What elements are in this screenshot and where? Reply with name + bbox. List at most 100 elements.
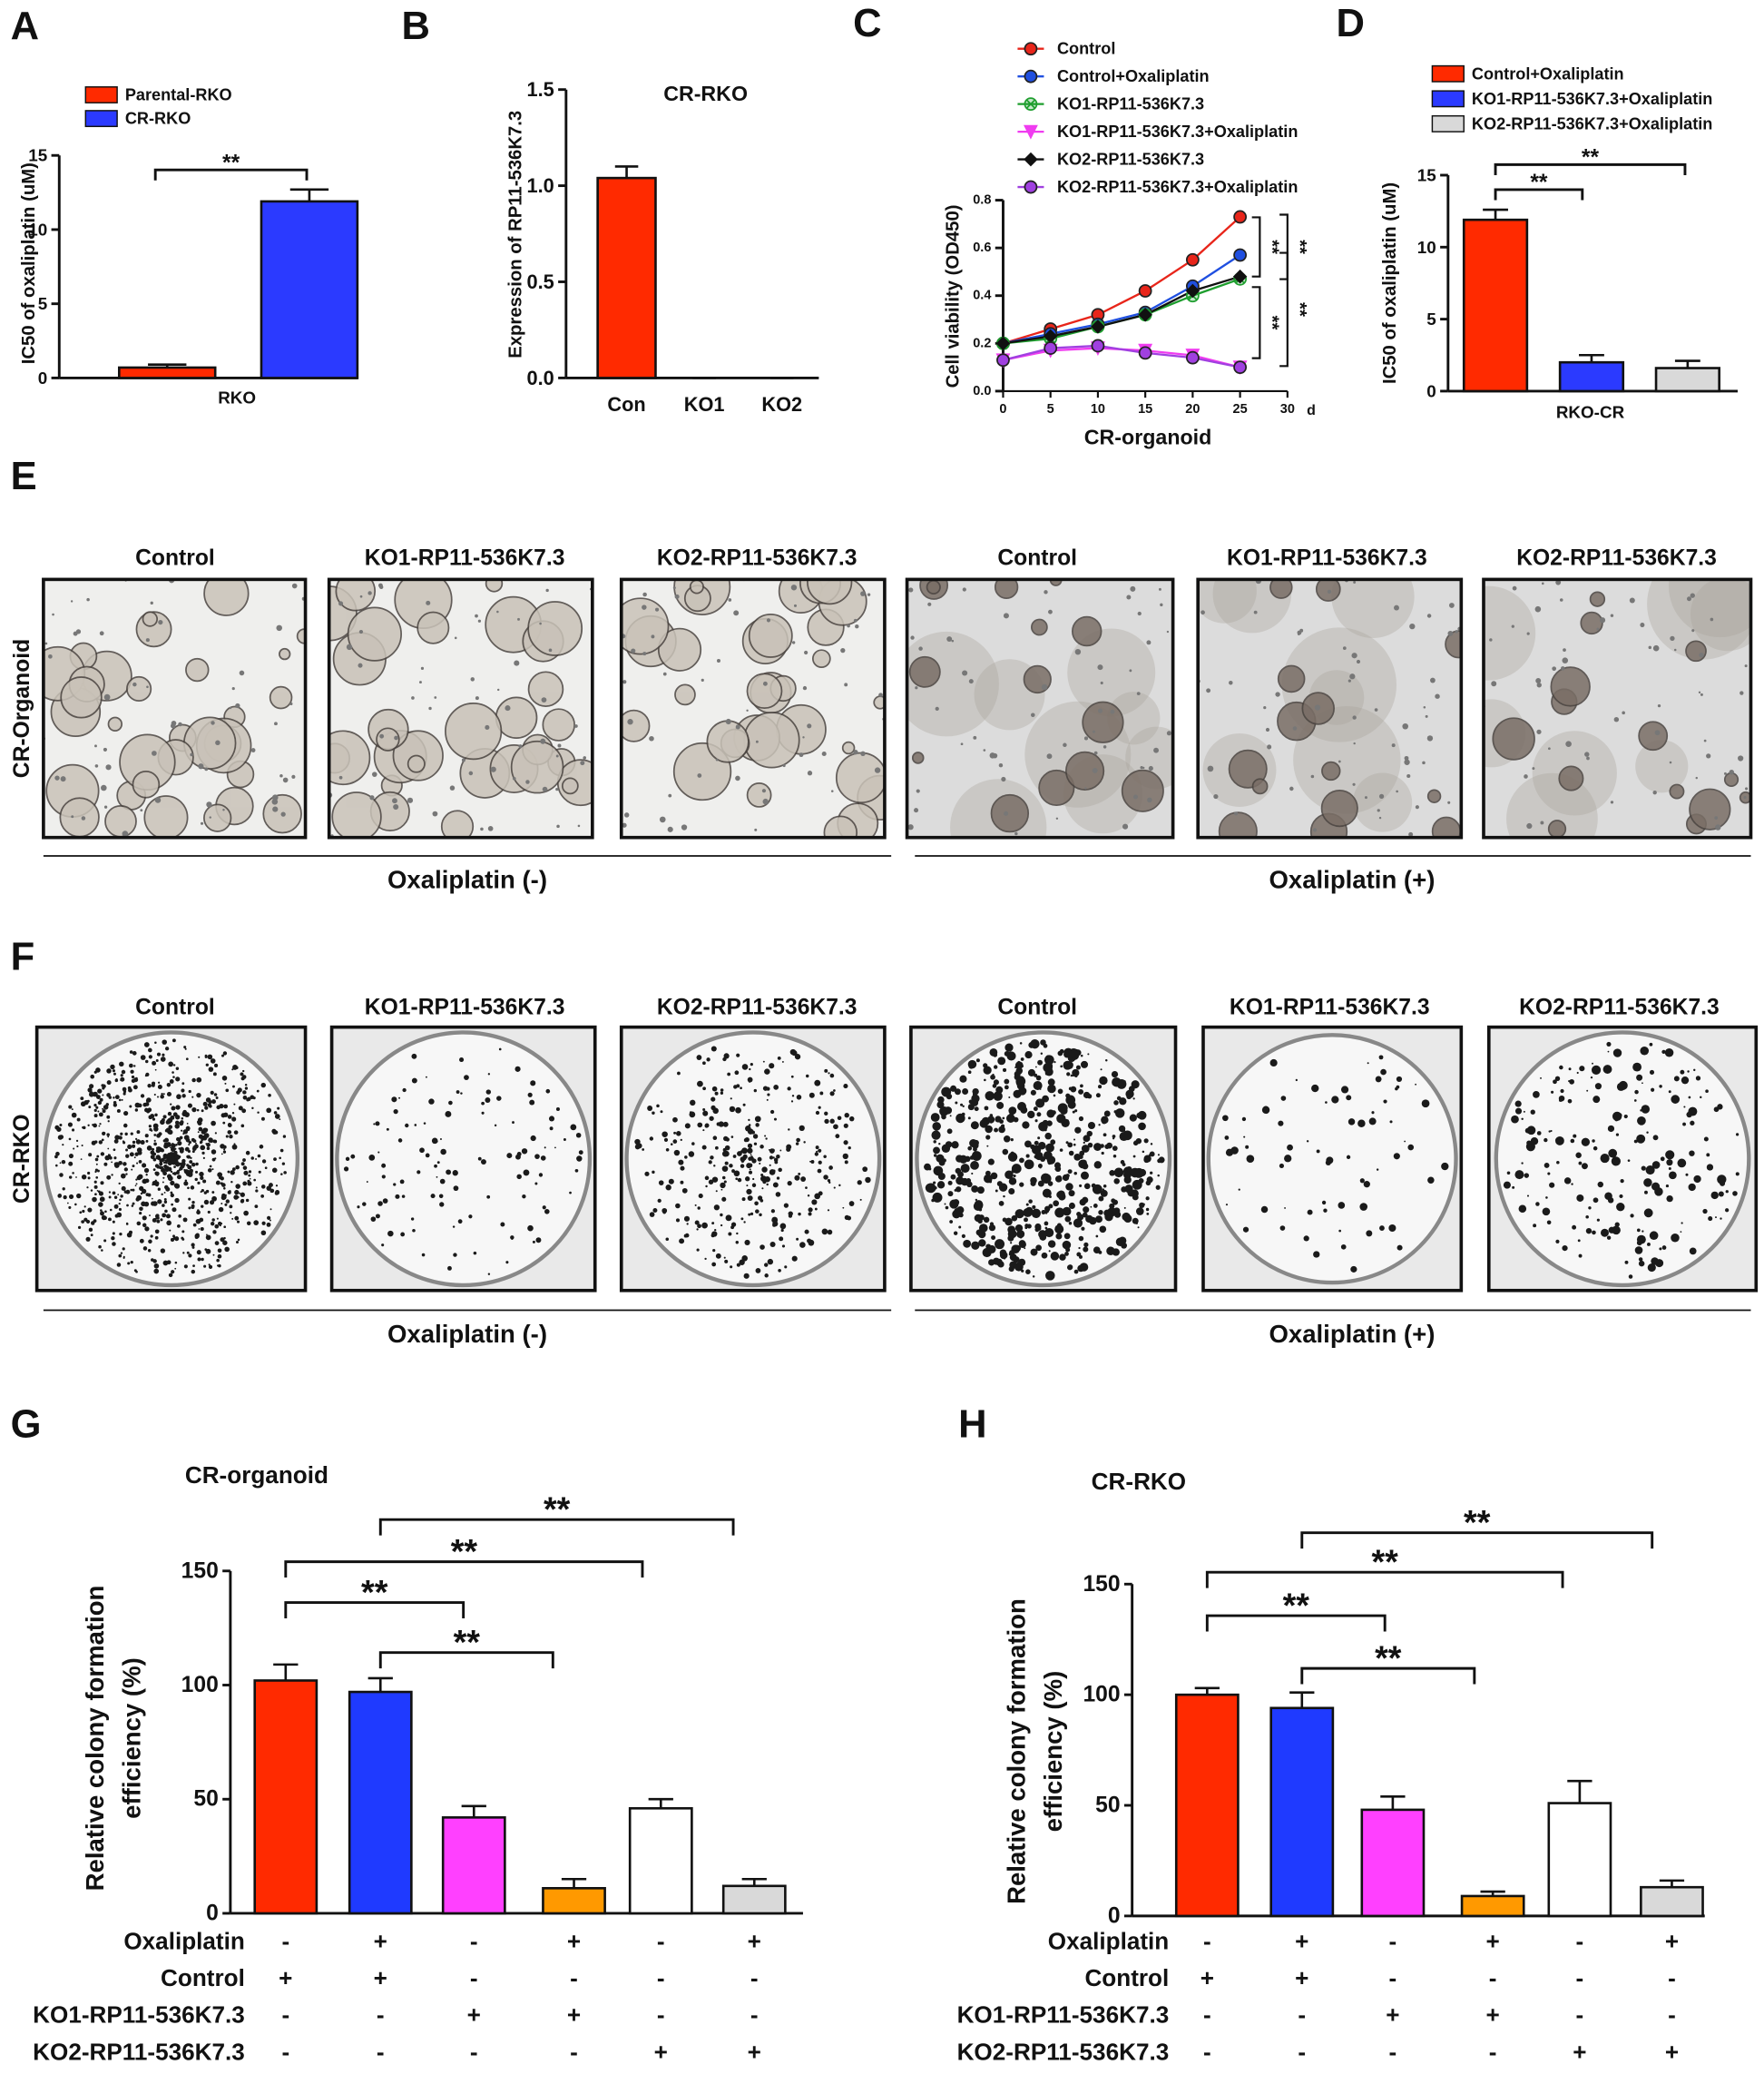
colony	[205, 1063, 209, 1066]
organoid	[1638, 721, 1669, 752]
colony	[1526, 1194, 1530, 1197]
colony	[1688, 1096, 1691, 1099]
colony	[510, 1235, 514, 1240]
colony	[724, 1161, 729, 1165]
organoid	[1277, 664, 1306, 693]
colony	[120, 1252, 123, 1254]
colony	[164, 1128, 169, 1133]
colony	[1530, 1136, 1539, 1145]
colony	[155, 1058, 159, 1062]
colony	[82, 1209, 85, 1214]
colony	[1263, 1106, 1269, 1112]
colony	[1037, 1164, 1043, 1169]
colony	[990, 1172, 998, 1180]
debris	[250, 748, 256, 752]
colony	[170, 1237, 175, 1242]
colony	[103, 1239, 107, 1243]
colony	[122, 1092, 126, 1096]
colony	[953, 1231, 958, 1235]
colony	[200, 1140, 203, 1144]
colony	[710, 1155, 714, 1160]
colony	[98, 1112, 103, 1117]
colony	[1011, 1164, 1022, 1174]
colony	[1068, 1222, 1073, 1225]
debris	[1338, 760, 1341, 763]
colony	[730, 1097, 732, 1100]
colony	[821, 1228, 828, 1235]
significance-bracket	[1300, 1531, 1654, 1549]
condition-value: -	[470, 1927, 478, 1954]
colony	[151, 1081, 156, 1086]
significance-label: **	[1372, 1543, 1399, 1581]
colony	[680, 1180, 684, 1184]
organoid	[142, 611, 159, 627]
colony	[1570, 1138, 1575, 1144]
panel-letter: B	[401, 5, 429, 48]
debris	[140, 809, 143, 812]
colony	[721, 1196, 727, 1202]
colony	[736, 1053, 740, 1057]
colony	[1066, 1218, 1070, 1221]
marker	[1024, 69, 1038, 84]
colony	[1637, 1116, 1646, 1125]
colony	[176, 1094, 181, 1100]
colony	[1112, 1145, 1118, 1151]
colony	[815, 1110, 820, 1116]
y-tick-label: 150	[1083, 1572, 1120, 1597]
debris	[1353, 581, 1357, 584]
colony	[773, 1084, 779, 1090]
colony	[274, 1130, 279, 1135]
significance-label: **	[1289, 240, 1309, 254]
colony	[217, 1253, 222, 1259]
colony	[975, 1229, 983, 1236]
organoid	[994, 579, 1019, 600]
colony	[225, 1135, 229, 1138]
colony	[153, 1263, 160, 1269]
debris	[271, 794, 279, 801]
debris	[1535, 678, 1542, 683]
colony	[222, 1150, 227, 1154]
colony	[833, 1186, 836, 1189]
colony	[652, 1111, 655, 1116]
colony	[960, 1103, 964, 1106]
colony	[681, 1187, 688, 1194]
colony	[122, 1123, 128, 1128]
colony	[983, 1124, 987, 1127]
colony	[1706, 1164, 1714, 1171]
condition-value: +	[748, 2038, 761, 2065]
condition-label: Control	[161, 1964, 245, 1991]
marker	[995, 336, 1011, 351]
debris	[496, 688, 500, 692]
colony	[106, 1175, 112, 1180]
colony	[770, 1209, 776, 1214]
marker	[1024, 180, 1038, 194]
colony	[808, 1212, 812, 1216]
colony	[136, 1162, 139, 1165]
colony	[1606, 1041, 1612, 1047]
colony	[452, 1225, 456, 1228]
colony	[240, 1192, 245, 1197]
colony	[282, 1135, 287, 1138]
colony	[255, 1186, 258, 1189]
colony	[764, 1135, 767, 1137]
debris	[761, 789, 767, 793]
colony	[178, 1214, 182, 1218]
colony	[1612, 1048, 1622, 1057]
legend-swatch	[84, 110, 118, 128]
colony	[414, 1124, 417, 1126]
condition-value: -	[470, 1964, 478, 1991]
colony	[200, 1145, 206, 1151]
colony	[139, 1211, 142, 1215]
colony	[224, 1203, 228, 1206]
colony	[735, 1106, 741, 1114]
debris	[1200, 610, 1205, 615]
colony	[1681, 1076, 1690, 1085]
colony	[951, 1141, 959, 1149]
photo-frame	[1482, 577, 1753, 840]
debris	[1137, 611, 1142, 616]
colony	[1083, 1135, 1091, 1143]
debris	[338, 775, 343, 780]
colony	[1157, 1158, 1161, 1164]
colony	[107, 1147, 110, 1150]
marker	[1023, 124, 1038, 140]
